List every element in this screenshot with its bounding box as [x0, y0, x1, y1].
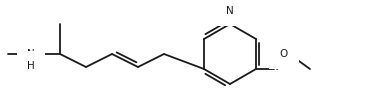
- Text: H: H: [27, 61, 35, 71]
- Text: N: N: [27, 49, 35, 59]
- Text: O: O: [280, 49, 288, 59]
- Text: N: N: [226, 6, 234, 16]
